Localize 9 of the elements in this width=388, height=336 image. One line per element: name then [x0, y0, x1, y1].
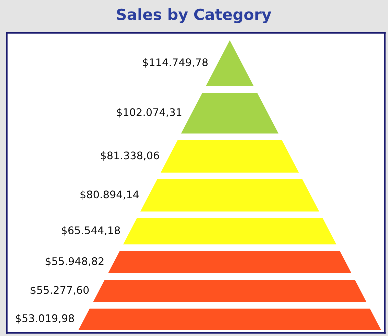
- data-label: $80.894,14: [80, 190, 139, 200]
- data-label: $53.019,98: [16, 314, 74, 324]
- data-label: $102.074,31: [117, 108, 182, 118]
- data-label: $81.338,06: [101, 152, 160, 161]
- data-label: $55.277,60: [30, 286, 89, 296]
- data-label: $55.948,82: [46, 257, 104, 267]
- data-label: $65.544,18: [62, 226, 120, 236]
- text: Sales by Category: [117, 8, 272, 24]
- data-label: $114.749,78: [143, 58, 208, 68]
